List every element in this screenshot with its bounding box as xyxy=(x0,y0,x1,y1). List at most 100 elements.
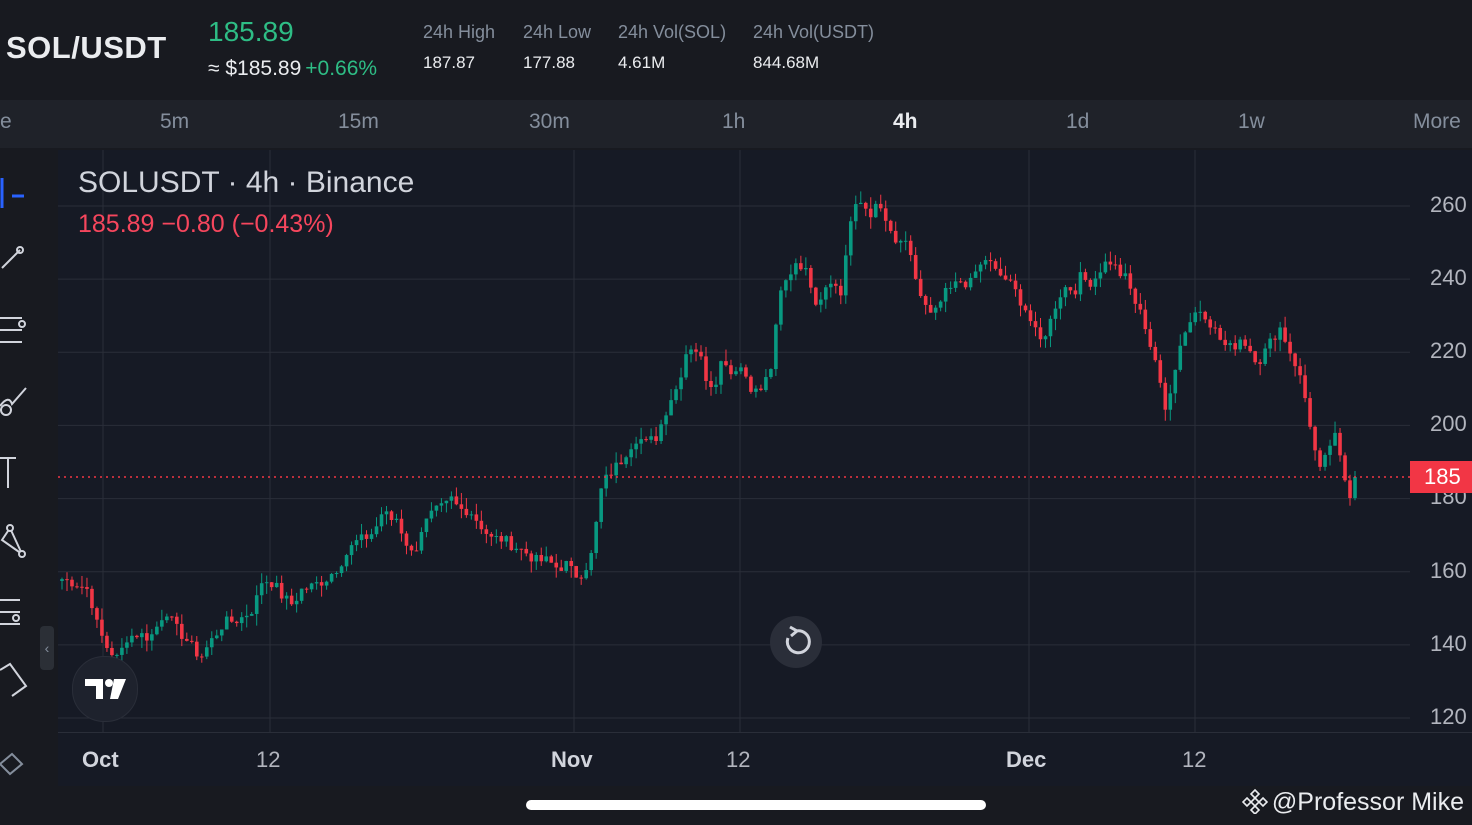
candle-down xyxy=(1003,275,1008,280)
candle-up xyxy=(329,573,334,582)
candle-up xyxy=(903,240,908,242)
candle-down xyxy=(189,640,194,642)
stat-24h-low: 24h Low 177.88 xyxy=(523,22,591,73)
candle-up xyxy=(739,367,743,372)
candle-down xyxy=(1088,279,1093,287)
candle-up xyxy=(829,283,833,288)
candle-down xyxy=(95,608,99,620)
timeframe-tab-5m[interactable]: 5m xyxy=(160,110,190,133)
x-tick-label: 12 xyxy=(726,747,751,772)
candle-up xyxy=(1053,308,1058,319)
y-tick-label: 160 xyxy=(1430,558,1467,583)
stat-value: 187.87 xyxy=(423,53,475,72)
candle-up xyxy=(504,536,509,542)
home-indicator[interactable] xyxy=(526,800,986,810)
time-axis[interactable]: Oct 12 Nov 12 Dec 12 xyxy=(58,732,1472,787)
candle-up xyxy=(804,268,808,270)
candle-down xyxy=(489,533,494,537)
brush-icon[interactable] xyxy=(0,380,34,420)
candle-down xyxy=(70,579,74,587)
candle-up xyxy=(769,369,773,378)
candle-down xyxy=(234,621,239,624)
candle-up xyxy=(379,514,384,527)
candle-down xyxy=(1248,345,1252,352)
candle-down xyxy=(883,208,888,221)
candle-up xyxy=(1263,348,1267,364)
candle-up xyxy=(494,536,499,538)
last-price-tag: 185 xyxy=(1410,461,1472,493)
candle-up xyxy=(594,521,598,554)
prediction-icon[interactable] xyxy=(0,592,34,632)
binance-logo-icon xyxy=(1241,788,1269,816)
candle-up xyxy=(779,290,783,325)
candle-up xyxy=(1278,327,1282,340)
fib-retracement-icon[interactable] xyxy=(0,312,34,352)
timeframe-tab-30m[interactable]: 30m xyxy=(529,110,570,133)
trend-line-icon[interactable] xyxy=(0,238,34,278)
candle-down xyxy=(1233,343,1237,350)
pattern-icon[interactable] xyxy=(0,520,34,560)
candle-up xyxy=(873,203,878,218)
stat-label: 24h Low xyxy=(523,22,592,42)
candle-down xyxy=(105,635,109,648)
candle-up xyxy=(349,545,354,556)
candle-up xyxy=(165,616,169,621)
reset-view-button[interactable] xyxy=(770,616,822,668)
candle-down xyxy=(908,240,913,256)
timeframe-more[interactable]: More xyxy=(1413,110,1461,133)
candle-down xyxy=(499,536,504,542)
candle-up xyxy=(259,583,264,596)
candle-down xyxy=(75,586,79,588)
timeframe-tab-cut[interactable]: e xyxy=(0,110,12,133)
candle-up xyxy=(1323,454,1327,467)
chart-legend-title: SOLUSDT · 4h · Binance xyxy=(78,166,415,199)
candle-down xyxy=(269,582,274,588)
candle-up xyxy=(429,510,434,519)
tradingview-logo[interactable] xyxy=(72,656,138,722)
candle-down xyxy=(279,582,284,599)
collapse-toolbar-button[interactable]: ‹ xyxy=(40,626,54,670)
candle-down xyxy=(834,283,838,286)
stat-value: 177.88 xyxy=(523,53,575,72)
candle-up xyxy=(354,540,359,546)
candle-down xyxy=(414,550,419,552)
candle-down xyxy=(1343,455,1347,481)
ticker-header: SOL/USDT 185.89 ≈ $185.89 +0.66% 24h High… xyxy=(0,0,1472,100)
candle-down xyxy=(1028,310,1033,322)
candle-down xyxy=(145,633,149,641)
text-icon[interactable] xyxy=(0,452,34,492)
candle-up xyxy=(1043,336,1048,340)
timeframe-tab-15m[interactable]: 15m xyxy=(338,110,379,133)
pair-symbol[interactable]: SOL/USDT xyxy=(6,30,167,65)
candle-up xyxy=(374,526,379,535)
candle-up xyxy=(714,384,718,388)
candle-up xyxy=(204,647,209,657)
timeframe-tab-1h[interactable]: 1h xyxy=(722,110,746,133)
candle-up xyxy=(1193,312,1198,323)
timeframe-tab-4h[interactable]: 4h xyxy=(893,110,918,133)
candle-down xyxy=(1108,261,1113,265)
candle-down xyxy=(958,281,963,283)
candle-down xyxy=(1023,305,1028,311)
candle-down xyxy=(893,230,898,243)
drawing-toolbar xyxy=(0,148,38,788)
candle-up xyxy=(794,263,798,275)
candle-up xyxy=(359,534,364,541)
candle-down xyxy=(993,261,998,269)
candle-down xyxy=(199,656,204,658)
measure-icon[interactable] xyxy=(0,660,34,700)
candle-down xyxy=(1303,375,1307,399)
price-chart[interactable]: SOLUSDT · 4h · Binance 185.89 −0.80 (−0.… xyxy=(58,150,1472,732)
eraser-icon[interactable] xyxy=(0,744,34,784)
timeframe-tab-1d[interactable]: 1d xyxy=(1066,110,1090,133)
candle-up xyxy=(933,307,938,313)
candle-up xyxy=(309,583,314,590)
candle-up xyxy=(604,474,608,489)
candle-down xyxy=(1083,272,1088,280)
candle-down xyxy=(759,388,763,391)
cursor-crosshair-icon[interactable] xyxy=(0,174,34,214)
timeframe-tab-1w[interactable]: 1w xyxy=(1238,110,1265,133)
candle-up xyxy=(254,595,259,614)
candle-up xyxy=(1048,318,1053,337)
candle-down xyxy=(1348,480,1352,499)
